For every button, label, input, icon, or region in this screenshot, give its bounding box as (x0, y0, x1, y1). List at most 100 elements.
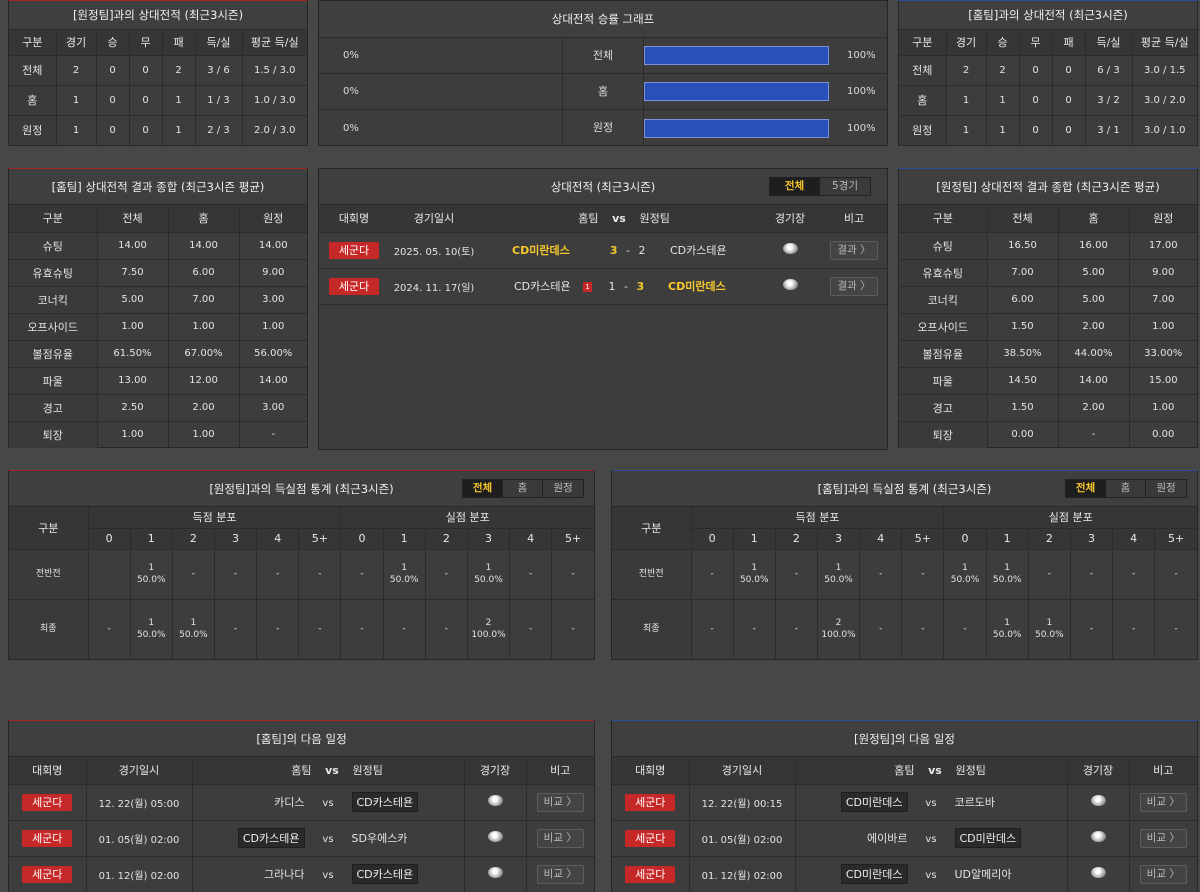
result-button[interactable]: 결과 〉 (830, 240, 878, 260)
conceded-header: 실점 분포 (340, 507, 594, 529)
venue-cell (464, 856, 527, 892)
dist-cell: - (1070, 599, 1114, 659)
dist-cell: 1 50.0% (467, 549, 511, 600)
vs-label: vs (322, 870, 334, 881)
dist-count: - (710, 624, 714, 635)
col-away: 원정팀 (352, 764, 383, 778)
schedule-row[interactable]: 세군다 01. 05(월) 02:00 에이바르 vs CD미란데스 비교 〉 (612, 820, 1197, 857)
tab-all[interactable]: 전체 (463, 480, 503, 497)
col-header: 승 (96, 30, 130, 56)
col-header: 대회명 (612, 757, 690, 785)
compare-button[interactable]: 비교 〉 (536, 792, 584, 812)
dist-cell: - (943, 599, 987, 659)
dist-cell: - (733, 599, 776, 659)
tab-all[interactable]: 전체 (1066, 480, 1106, 497)
cell: 1.00 (97, 313, 169, 341)
dist-count: - (879, 569, 883, 579)
result-button[interactable]: 결과 〉 (830, 276, 878, 296)
panel-title-text: [홈팀]과의 득실점 통계 (최근3시즌) (817, 482, 992, 496)
dist-cell: - (340, 549, 384, 600)
col-header: 경기장 (1067, 757, 1130, 785)
schedule-row[interactable]: 세군다 12. 22(월) 00:15 CD미란데스 vs 코르도바 비교 〉 (612, 784, 1197, 821)
cell: 0 (129, 55, 163, 86)
match-row[interactable]: 세군다 2025. 05. 10(토) CD미란데스 3 - 2 CD카스테욘 … (319, 232, 887, 269)
col-header: 구분 (9, 205, 98, 233)
tab-all[interactable]: 전체 (770, 178, 820, 195)
schedule-row[interactable]: 세군다 01. 12(월) 02:00 그라나다 vs CD카스테욘 비교 〉 (9, 856, 594, 892)
goal-col: 3 (214, 528, 258, 550)
cell: 33.00% (1129, 340, 1197, 368)
panel-title: [원정팀]과의 득실점 통계 (최근3시즌) 전체 홈 원정 (9, 471, 594, 507)
home-h2h-panel: [홈팀]과의 상대전적 (최근3시즌) 구분 경기 승 무 패 득/실 평균 득… (898, 0, 1198, 146)
venue-cell (759, 268, 821, 305)
cell: 14.00 (239, 367, 307, 395)
goal-count-header-row: 0 1 2 3 4 5+ 0 1 2 3 4 5+ (9, 528, 594, 550)
table-row: 전반전 1 50.0% - - - - - 1 50.0% - 1 50.0% - - (9, 549, 594, 600)
dist-count: - (1047, 569, 1051, 579)
schedule-row[interactable]: 세군다 01. 05(월) 02:00 CD카스테욘 vs SD우에스카 비교 … (9, 820, 594, 857)
goal-col: 0 (691, 528, 734, 550)
dist-count: - (752, 624, 756, 635)
cell: 1.00 (1129, 394, 1197, 422)
col-header: 경기일시 (86, 757, 193, 785)
col-header: 승 (986, 30, 1020, 56)
dist-count: 1 (962, 563, 968, 573)
compare-button[interactable]: 비교 〉 (1139, 864, 1187, 884)
col-header: 구분 (899, 205, 988, 233)
dist-count: 1 (751, 563, 758, 573)
tab-home[interactable]: 홈 (503, 480, 543, 497)
dist-count: - (233, 624, 238, 635)
dist-count: - (794, 624, 799, 635)
table-row: 유효슈팅 7.00 5.00 9.00 (899, 259, 1197, 287)
col-vs: vs (928, 764, 942, 778)
goal-col: 3 (467, 528, 511, 550)
away-team: CD카스테욘 (351, 792, 419, 812)
col-header: 전체 (97, 205, 169, 233)
col-header: 경기 (946, 30, 987, 56)
note-cell: 비교 〉 (1129, 784, 1197, 821)
dist-cell: - (88, 599, 131, 659)
row-label: 경고 (9, 394, 98, 422)
match-row[interactable]: 세군다 2024. 11. 17(일) CD카스테욘 1 1 - 3 CD미란데스… (319, 268, 887, 305)
home-goal-dist-panel: [홈팀]과의 득실점 통계 (최근3시즌) 전체 홈 원정 구분 득점 분포 실… (611, 470, 1198, 660)
match-teams: CD미란데스 vs UD알메리아 (795, 856, 1068, 892)
tab-home[interactable]: 홈 (1106, 480, 1146, 497)
dist-cell: - (425, 549, 468, 600)
tab-last-5[interactable]: 5경기 (820, 178, 870, 195)
compare-button[interactable]: 비교 〉 (536, 864, 584, 884)
schedule-row[interactable]: 세군다 01. 12(월) 02:00 CD미란데스 vs UD알메리아 비교 … (612, 856, 1197, 892)
home-team-wrap: 그라나다 (195, 866, 305, 882)
tab-away[interactable]: 원정 (543, 480, 583, 497)
table-row: 퇴장 0.00-0.00 (899, 421, 1197, 448)
dist-count: 1 (835, 563, 842, 573)
dist-cell: - (214, 549, 258, 600)
row-label: 홈 (9, 85, 57, 116)
match-teams: CD카스테욘 1 1 - 3 CD미란데스 (479, 268, 759, 305)
row-label: 유효슈팅 (899, 259, 988, 287)
vs-label: vs (925, 798, 937, 809)
col-header: 경기일시 (689, 757, 796, 785)
dist-cell: - (551, 549, 594, 600)
goal-col: 1 (383, 528, 426, 550)
cell: 16.00 (1058, 232, 1130, 260)
home-team: 그라나다 (264, 868, 305, 881)
row-label: 코너킥 (9, 286, 98, 314)
row-label: 파울 (9, 367, 98, 395)
goal-col: 0 (88, 528, 131, 550)
tab-away[interactable]: 원정 (1146, 480, 1186, 497)
away-team-wrap: CD카스테욘 (351, 792, 462, 812)
compare-button[interactable]: 비교 〉 (536, 828, 584, 848)
row-label: 원정 (899, 115, 947, 146)
row-label: 오프사이드 (9, 313, 98, 341)
compare-button[interactable]: 비교 〉 (1139, 792, 1187, 812)
cell: 6.00 (987, 286, 1059, 314)
schedule-row[interactable]: 세군다 12. 22(월) 05:00 카디스 vs CD카스테욘 비교 〉 (9, 784, 594, 821)
table-row: 슈팅 16.50 16.00 17.00 (899, 232, 1197, 260)
cell: 0 (1052, 85, 1086, 116)
col-header: 원정 (239, 205, 307, 233)
note-cell: 비교 〉 (1129, 820, 1197, 857)
col-header: 대회명 (9, 757, 87, 785)
compare-button[interactable]: 비교 〉 (1139, 828, 1187, 848)
col-header: 비고 (526, 757, 594, 785)
cell: 2 (986, 55, 1020, 86)
